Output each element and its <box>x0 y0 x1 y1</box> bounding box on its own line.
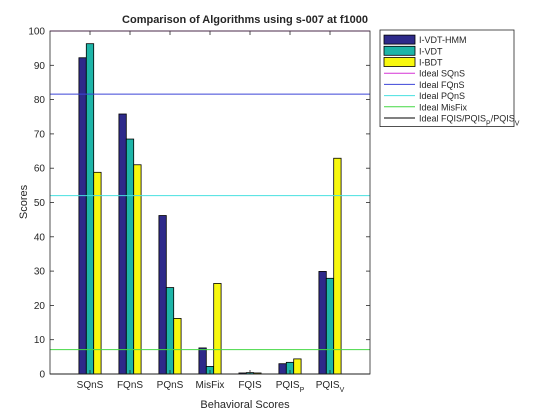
bar-i-vdt-hmm <box>158 215 167 375</box>
y-tick-label: 60 <box>34 164 46 175</box>
legend-label: I-VDT-HMM <box>419 35 467 45</box>
bar-i-bdt <box>173 318 182 375</box>
bar-i-bdt <box>133 164 142 375</box>
y-tick-label: 30 <box>34 267 46 278</box>
y-tick-label: 100 <box>28 27 45 38</box>
x-tick-label: FQIS <box>238 380 262 391</box>
legend-label: Ideal FQnS <box>419 80 465 90</box>
chart-title: Comparison of Algorithms using s-007 at … <box>122 14 368 26</box>
legend-label: I-VDT <box>419 46 443 56</box>
y-tick-label: 40 <box>34 232 46 243</box>
bar-i-bdt <box>213 283 222 375</box>
y-tick-label: 90 <box>34 61 46 72</box>
x-axis-label: Behavioral Scores <box>200 399 290 411</box>
bar-i-vdt <box>165 287 175 375</box>
bar-i-vdt <box>85 43 95 375</box>
bar-i-vdt-hmm <box>198 347 207 375</box>
bar-i-vdt <box>325 277 335 375</box>
bar-i-vdt-hmm <box>278 363 287 375</box>
y-axis-label: Scores <box>18 184 30 219</box>
y-tick-label: 10 <box>34 335 46 346</box>
x-tick-label: FQnS <box>117 380 143 391</box>
legend-swatch <box>383 34 416 45</box>
y-tick-label: 50 <box>34 198 46 209</box>
axes-box <box>49 30 371 375</box>
legend-swatch <box>383 45 416 56</box>
bar-i-vdt-hmm <box>78 57 87 375</box>
y-tick-label: 20 <box>34 301 46 312</box>
bar-i-bdt <box>293 358 302 375</box>
bar-i-vdt <box>125 138 135 375</box>
legend-label: Ideal MisFix <box>419 102 468 112</box>
bar-i-vdt-hmm <box>318 271 327 375</box>
legend-label: Ideal PQnS <box>419 91 465 101</box>
y-tick-label: 80 <box>34 95 46 106</box>
x-tick-label: PQISP <box>276 380 305 394</box>
legend-swatch <box>383 57 416 67</box>
legend-label: Ideal FQIS/PQISP/PQISV <box>419 114 520 128</box>
bar-i-bdt <box>93 171 102 375</box>
bar-i-bdt <box>333 157 342 375</box>
plot-area: 0 10 20 30 40 50 60 70 80 90 100 SQnS FQnS PQnS MisFix… <box>28 27 371 394</box>
bar-i-vdt-hmm <box>118 113 127 375</box>
x-tick-label: SQnS <box>77 380 104 391</box>
y-tick-label: 0 <box>39 370 45 381</box>
legend-label: Ideal SQnS <box>419 69 465 79</box>
x-tick-label: PQnS <box>157 380 184 391</box>
y-tick-label: 70 <box>34 129 46 140</box>
x-tick-label: PQISV <box>316 380 345 394</box>
x-tick-label: MisFix <box>196 380 225 391</box>
legend-label: I-BDT <box>419 58 443 68</box>
plot-background <box>50 31 370 374</box>
